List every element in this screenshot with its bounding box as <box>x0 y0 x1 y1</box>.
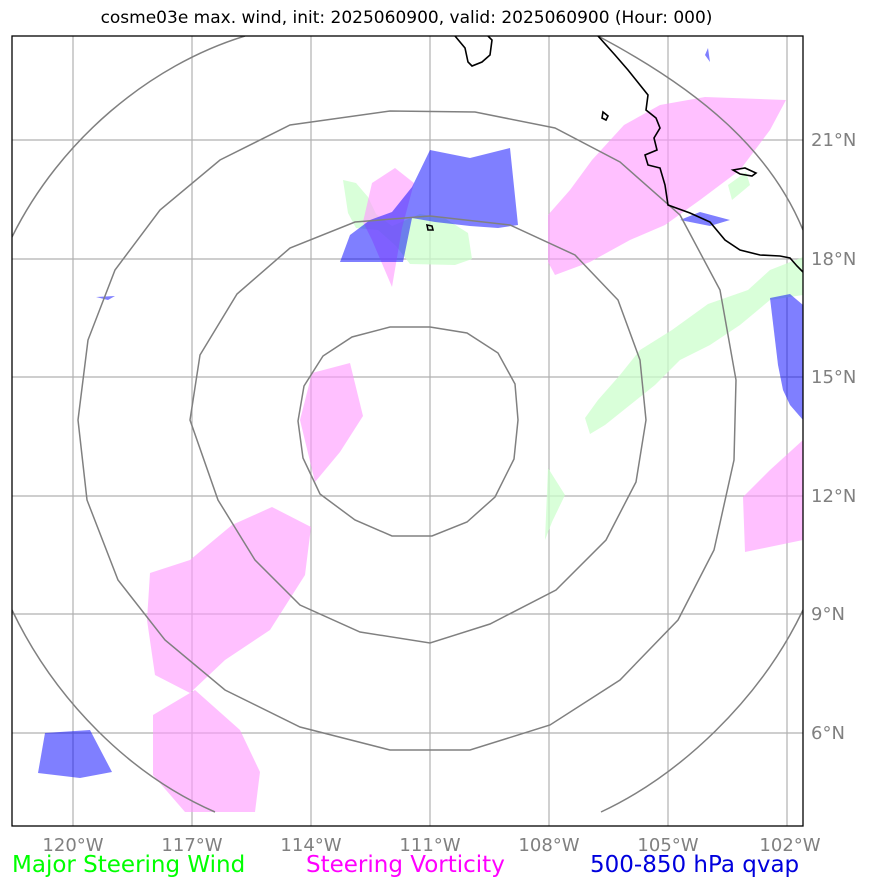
lat-tick-label: 12°N <box>811 486 856 507</box>
lon-tick-label: 108°W <box>518 835 579 856</box>
legend-qvap: 500-850 hPa qvap <box>590 852 800 878</box>
range-ring-2 <box>189 215 647 644</box>
map-plot-area <box>12 36 803 826</box>
steering-wind-area <box>728 172 750 200</box>
range-ring-4 <box>12 609 216 813</box>
plot-frame <box>11 35 804 827</box>
lon-tick-label: 102°W <box>759 835 820 856</box>
map-title: cosme03e max. wind, init: 2025060900, va… <box>100 8 713 28</box>
island-tres-marias <box>601 110 610 122</box>
legend-steering-wind: Major Steering Wind <box>12 852 246 878</box>
coastline-baja <box>454 36 493 67</box>
range-rings <box>12 36 803 813</box>
qvap-area <box>705 48 710 62</box>
lon-tick-label: 117°W <box>161 835 222 856</box>
lat-tick-label: 21°N <box>811 130 856 151</box>
range-ring-4 <box>597 36 803 231</box>
range-ring-4 <box>12 36 246 238</box>
qvap-area <box>770 294 803 420</box>
qvap-area <box>38 730 112 778</box>
longitude-ticks: 120°W 117°W 114°W 111°W 108°W 105°W 102°… <box>42 835 820 856</box>
qvap-area <box>96 296 115 300</box>
steering-vorticity-layer <box>147 97 803 812</box>
range-ring-3 <box>77 110 737 751</box>
coastline-mexico-mainland <box>597 36 803 273</box>
lon-tick-label: 114°W <box>280 835 341 856</box>
qvap-area <box>340 148 518 262</box>
lon-tick-label: 111°W <box>399 835 460 856</box>
range-ring-4 <box>600 609 803 813</box>
island-socorro <box>425 223 435 231</box>
lat-tick-label: 18°N <box>811 249 856 270</box>
legend-steering-vorticity: Steering Vorticity <box>306 852 505 878</box>
lat-tick-label: 6°N <box>811 723 845 744</box>
range-ring-1 <box>297 326 519 537</box>
qvap-layer <box>38 48 803 778</box>
steering-vorticity-area <box>300 363 363 482</box>
steering-vorticity-area <box>153 690 260 812</box>
steering-vorticity-area <box>743 440 803 552</box>
steering-vorticity-area <box>147 507 311 693</box>
lon-tick-label: 120°W <box>42 835 103 856</box>
steering-vorticity-area <box>548 97 786 275</box>
lat-tick-label: 9°N <box>811 604 845 625</box>
steering-wind-area <box>585 257 803 434</box>
lon-tick-label: 105°W <box>637 835 698 856</box>
coastline-bahia-banderas <box>730 167 758 177</box>
lat-tick-label: 15°N <box>811 367 856 388</box>
latitude-ticks: 21°N 18°N 15°N 12°N 9°N 6°N <box>811 130 856 744</box>
steering-wind-area <box>545 468 565 540</box>
coastlines <box>425 36 803 273</box>
